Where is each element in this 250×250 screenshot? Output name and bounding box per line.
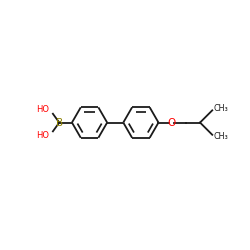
Text: HO: HO [36,105,50,114]
Text: O: O [167,118,175,128]
Text: CH₃: CH₃ [214,132,228,141]
Text: CH₃: CH₃ [214,104,228,113]
Text: B: B [56,118,63,128]
Text: HO: HO [36,131,50,140]
